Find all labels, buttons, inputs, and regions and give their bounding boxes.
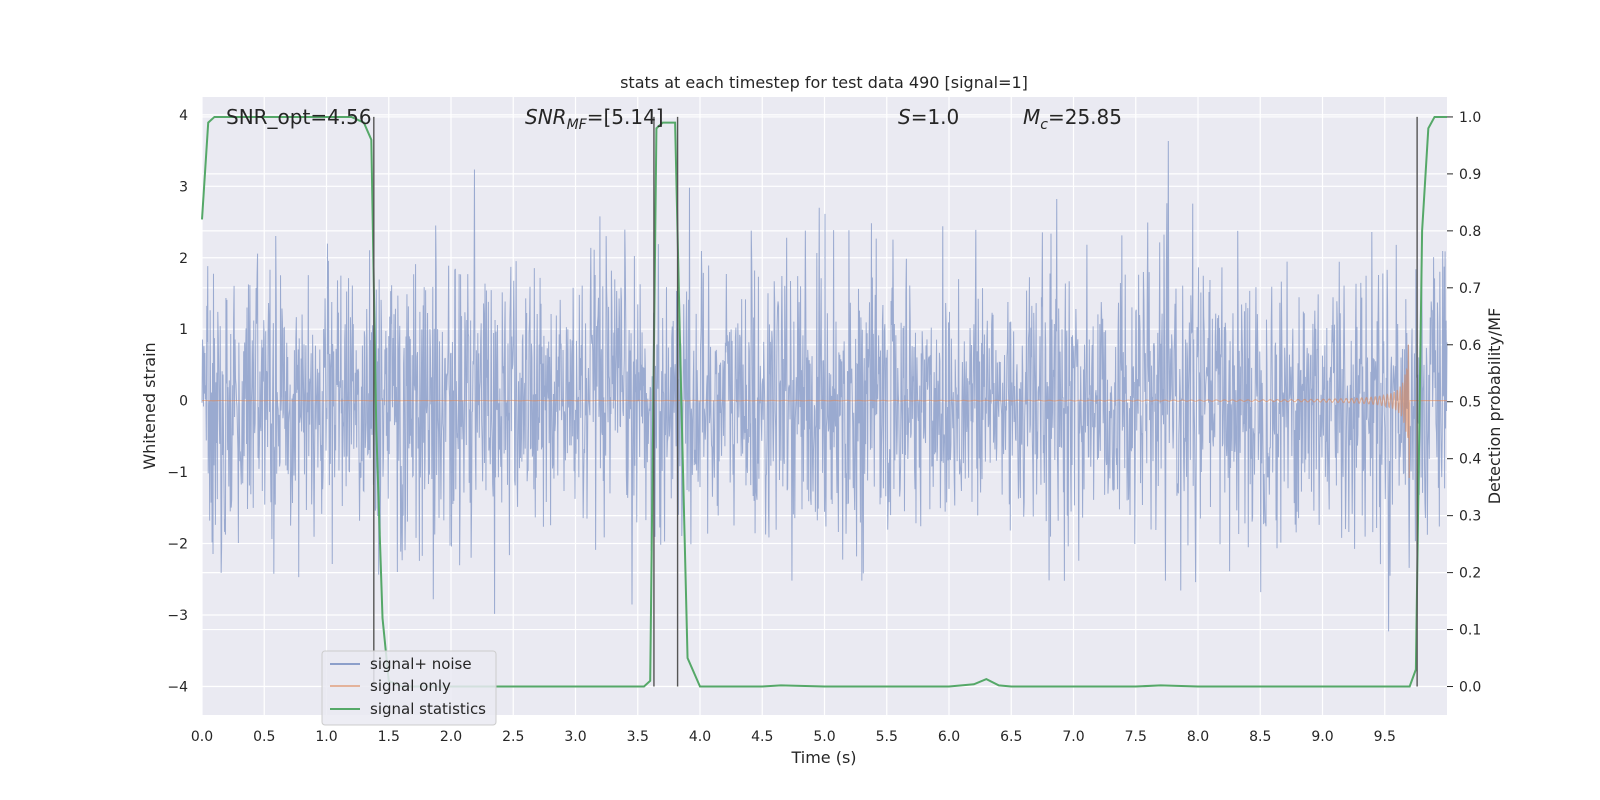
- y-tick-label: 1: [179, 322, 188, 338]
- x-tick-labels: 0.0 0.5 1.0 1.5 2.0 2.5 3.0 3.5 4.0 4.5 5.0 5.5 6.0 6…: [191, 729, 1396, 745]
- legend-label-signal-statistics: signal statistics: [370, 700, 486, 718]
- annotation-snr-opt: SNR_opt=4.56: [226, 105, 372, 129]
- legend-label-signal-only: signal only: [370, 677, 451, 695]
- y2-tick-label: 0.2: [1459, 566, 1481, 582]
- y2-tick-label: 1.0: [1459, 110, 1481, 126]
- annotation-snr-opt-text: SNR_opt=4.56: [226, 105, 372, 129]
- y-tick-label: 4: [179, 108, 188, 124]
- annotation-s-value: S=1.0: [898, 105, 959, 129]
- chart-title: stats at each timestep for test data 490…: [620, 73, 1028, 92]
- x-tick-label: 0.0: [191, 729, 213, 745]
- y-tick-label: −4: [167, 679, 188, 695]
- annotation-s-symbol: S: [898, 105, 911, 129]
- y-tick-label: −1: [167, 465, 188, 481]
- y2-tick-label: 0.5: [1459, 395, 1481, 411]
- series-signal-noise: [201, 141, 1448, 632]
- y-tick-label: −2: [167, 537, 188, 553]
- x-tick-label: 6.0: [938, 729, 960, 745]
- y2-tick-label: 0.1: [1459, 623, 1481, 639]
- vertical-markers: [373, 116, 1418, 687]
- series-signal-only: [201, 344, 1447, 478]
- y2-tick-label: 0.6: [1459, 338, 1481, 354]
- series-traces: [201, 115, 1448, 688]
- x-tick-label: 5.0: [813, 729, 835, 745]
- x-tick-label: 6.5: [1000, 729, 1022, 745]
- legend-label-signal-noise: signal+ noise: [370, 655, 472, 673]
- y2-tick-labels: 0.0 0.1 0.2 0.3 0.4 0.5 0.6 0.7 0.8 0.9 1.0: [1447, 110, 1481, 696]
- y-tick-labels: −4 −3 −2 −1 0 1 2 3 4: [167, 108, 188, 696]
- x-tick-label: 8.5: [1249, 729, 1271, 745]
- y2-tick-label: 0.7: [1459, 281, 1481, 297]
- x-tick-label: 1.0: [315, 729, 337, 745]
- y-axis-label: Whitened strain: [140, 342, 159, 469]
- y-tick-label: −3: [167, 608, 188, 624]
- annotation-snr-mf: SNRMF=[5.14]: [525, 105, 664, 133]
- x-tick-label: 3.5: [627, 729, 649, 745]
- x-tick-label: 4.5: [751, 729, 773, 745]
- series-signal-statistics: [201, 115, 1447, 688]
- x-tick-label: 5.5: [876, 729, 898, 745]
- annotation-mc-subscript: c: [1040, 117, 1048, 133]
- x-tick-label: 1.5: [378, 729, 400, 745]
- y2-tick-label: 0.8: [1459, 224, 1481, 240]
- y2-axis-label: Detection probability/MF: [1485, 308, 1504, 505]
- y2-tick-label: 0.3: [1459, 509, 1481, 525]
- y-tick-label: 0: [179, 394, 188, 410]
- y2-tick-label: 0.0: [1459, 680, 1481, 696]
- annotations: SNR_opt=4.56 SNRMF=[5.14] S=1.0 Mc=25.85: [226, 105, 1122, 133]
- annotation-mc-number: =25.85: [1048, 105, 1122, 129]
- x-tick-label: 2.5: [502, 729, 524, 745]
- y-tick-label: 3: [179, 179, 188, 195]
- x-tick-label: 0.5: [253, 729, 275, 745]
- x-tick-label: 8.0: [1187, 729, 1209, 745]
- x-tick-label: 2.0: [440, 729, 462, 745]
- y2-tick-label: 0.4: [1459, 452, 1481, 468]
- annotation-mc-value: Mc=25.85: [1023, 105, 1122, 133]
- annotation-snr-mf-subscript: MF: [567, 117, 588, 133]
- annotation-snr-mf-symbol: SNR: [525, 105, 567, 129]
- legend-box: [321, 650, 497, 726]
- annotation-snr-mf-value: =[5.14]: [587, 105, 664, 129]
- x-tick-label: 7.0: [1062, 729, 1084, 745]
- x-axis-label: Time (s): [790, 748, 856, 767]
- y-tick-label: 2: [179, 251, 188, 267]
- x-tick-label: 4.0: [689, 729, 711, 745]
- annotation-mc-symbol: M: [1023, 105, 1040, 129]
- y2-tick-label: 0.9: [1459, 167, 1481, 183]
- x-tick-label: 9.5: [1374, 729, 1396, 745]
- x-tick-label: 3.0: [564, 729, 586, 745]
- annotation-s-number: =1.0: [911, 105, 960, 129]
- x-tick-label: 7.5: [1125, 729, 1147, 745]
- x-tick-label: 9.0: [1311, 729, 1333, 745]
- legend: signal+ noise signal only signal statist…: [321, 650, 497, 726]
